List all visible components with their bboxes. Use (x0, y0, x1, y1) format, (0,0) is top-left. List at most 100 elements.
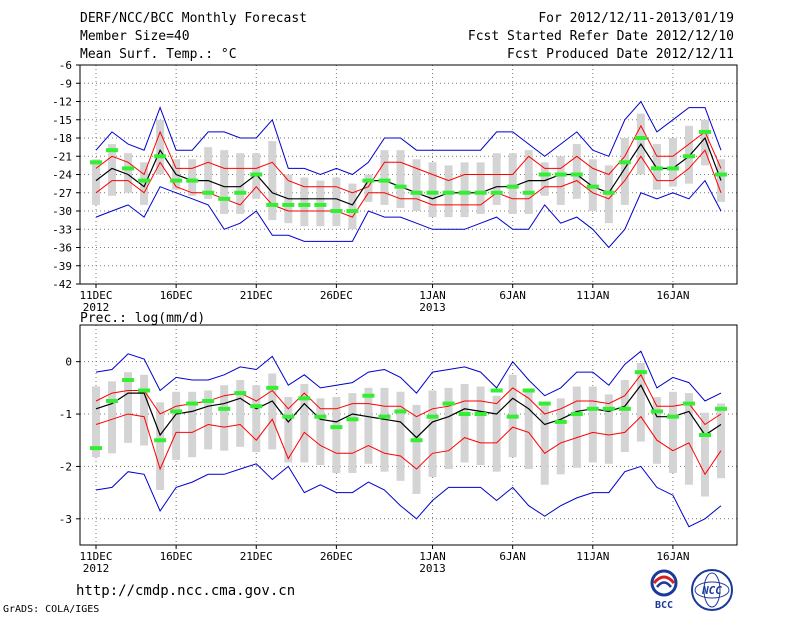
max-line (95, 350, 722, 402)
chart-panel-temperature: -6 -9 -12 -15 -18 -21 -24 -27 -30 -33 -36 -39 -42 11D… (52, 59, 738, 314)
member-range-box (124, 153, 133, 193)
observed-marker (490, 388, 503, 393)
observed-marker (490, 190, 503, 195)
member-range-box (508, 153, 517, 215)
observed-marker (715, 172, 727, 177)
chart-panel-precipitation: 0 -1 -2 -3 11DEC 16DEC 21DEC 26DEC 1JAN 6JAN 11JAN… (59, 324, 738, 575)
y-tick-label: -36 (52, 242, 72, 255)
x-tick-label: 1JAN (419, 289, 446, 302)
observed-marker (234, 190, 247, 195)
member-range-box (380, 150, 389, 205)
x-tick-label: 11DEC (79, 550, 112, 563)
member-range-box (364, 387, 373, 464)
observed-marker (122, 378, 135, 382)
x-tick-label: 6JAN (499, 550, 526, 563)
member-range-box (348, 183, 357, 230)
observed-marker (426, 190, 439, 195)
member-size-label: Member Size=40 (80, 29, 190, 44)
y-tick-label: -3 (59, 513, 72, 526)
member-range-box (156, 119, 165, 175)
y-tick-label: -33 (52, 223, 72, 236)
observed-marker (538, 401, 551, 406)
member-range-box (236, 380, 245, 447)
member-range-box (444, 387, 453, 470)
y-tick-label: -2 (59, 460, 72, 473)
observed-marker (362, 178, 375, 183)
member-range-box (284, 397, 293, 463)
min-line (95, 179, 722, 249)
lower-spread-line (95, 149, 722, 218)
member-range-box (268, 373, 277, 450)
observed-marker (698, 433, 711, 437)
member-range-box (428, 162, 437, 218)
observed-marker (154, 154, 167, 159)
x-tick-label: 16DEC (160, 289, 193, 302)
observed-marker (410, 190, 423, 195)
member-range-box (108, 381, 117, 454)
precipitation-variable-label: Prec.: log(mm/d) (80, 311, 206, 326)
observed-marker (282, 202, 295, 207)
member-range-box (700, 412, 709, 497)
observed-marker (202, 398, 215, 403)
member-range-box (540, 162, 549, 196)
observed-marker (90, 160, 102, 165)
chart-title: DERF/NCC/BCC Monthly Forecast (80, 11, 307, 26)
observed-marker (346, 209, 359, 213)
observed-marker (474, 412, 487, 417)
observed-marker (506, 184, 519, 189)
observed-marker (186, 178, 199, 183)
observed-marker (634, 136, 647, 140)
member-range-box (316, 398, 325, 466)
member-range-box (460, 162, 469, 218)
observed-marker (682, 154, 695, 159)
x-tick-label: 11JAN (576, 289, 609, 302)
x-year-label: 2013 (419, 562, 446, 575)
member-range-box (412, 404, 421, 494)
observed-marker (474, 190, 487, 195)
observed-marker (170, 178, 183, 183)
member-range-box (668, 391, 677, 473)
member-range-box (396, 391, 405, 481)
observed-marker (682, 401, 695, 406)
x-tick-label: 21DEC (240, 550, 273, 563)
member-range-box (204, 147, 213, 199)
observed-marker (346, 417, 359, 422)
member-range-box (476, 162, 485, 215)
temperature-variable-label: Mean Surf. Temp.: °C (80, 47, 237, 62)
member-range-box (492, 153, 501, 205)
member-range-box (380, 387, 389, 472)
member-range-box (684, 393, 693, 485)
upper-spread-line (95, 373, 722, 426)
observed-marker (106, 398, 119, 403)
observed-marker (90, 446, 102, 451)
observed-marker (202, 190, 215, 195)
observed-marker (506, 414, 519, 419)
upper-spread-line (95, 124, 722, 194)
member-range-box (268, 141, 277, 221)
observed-marker (602, 406, 615, 411)
plot-frame (79, 64, 738, 285)
observed-marker (250, 172, 263, 177)
member-range-box (412, 159, 421, 211)
observed-marker (618, 406, 631, 411)
member-range-box (492, 395, 501, 472)
observed-marker (410, 438, 423, 443)
observed-marker (378, 178, 391, 183)
y-tick-label: 0 (65, 356, 72, 369)
source-url[interactable]: http://cmdp.ncc.cma.gov.cn (76, 583, 296, 599)
min-line (95, 463, 722, 528)
observed-marker (154, 438, 167, 443)
y-tick-label: -42 (52, 278, 72, 291)
x-tick-label: 1JAN (419, 550, 446, 563)
member-range-box (572, 386, 581, 468)
y-tick-label: -12 (52, 96, 72, 109)
y-tick-label: -15 (52, 114, 72, 127)
member-range-box (252, 385, 261, 453)
y-tick-label: -18 (52, 132, 72, 145)
mean-line (95, 136, 722, 206)
observed-marker (442, 190, 455, 195)
observed-marker (426, 414, 439, 419)
lower-spread-line (95, 413, 722, 476)
observed-marker (618, 160, 631, 165)
